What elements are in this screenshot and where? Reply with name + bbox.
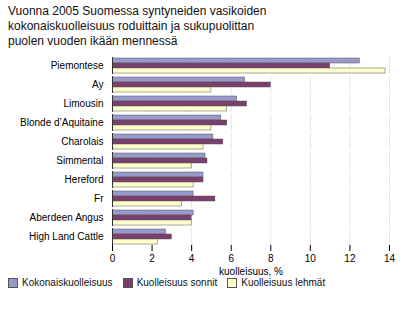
svg-text:6: 6 (228, 253, 234, 264)
svg-text:14: 14 (384, 253, 396, 264)
svg-text:Aberdeen Angus: Aberdeen Angus (30, 212, 104, 223)
svg-text:Hereford: Hereford (65, 174, 104, 185)
svg-text:0: 0 (110, 253, 116, 264)
html-text:Kuolleisuus lehmät: Kuolleisuus lehmät (241, 277, 326, 288)
svg-text:12: 12 (344, 253, 356, 264)
svg-text:kuolleisuus, %: kuolleisuus, % (219, 266, 283, 277)
svg-text:Simmental: Simmental (56, 155, 103, 166)
svg-text:Fr: Fr (94, 193, 104, 204)
svg-text:Charolais: Charolais (61, 136, 103, 147)
svg-text:Piemontese: Piemontese (51, 60, 104, 71)
svg-text:Limousin: Limousin (63, 98, 103, 109)
html-text:Kokonaiskuolleisuus: Kokonaiskuolleisuus (22, 277, 113, 288)
svg-text:Ay: Ay (92, 79, 104, 90)
svg-text:4: 4 (189, 253, 195, 264)
html-text:Vuonna 2005 Suomessa syntyneid: Vuonna 2005 Suomessa syntyneiden vasikoi… (8, 4, 267, 48)
svg-text:10: 10 (305, 253, 317, 264)
svg-text:High Land Cattle: High Land Cattle (29, 231, 104, 242)
svg-text:2: 2 (149, 253, 155, 264)
html-text:Kuolleisuus sonnit: Kuolleisuus sonnit (136, 277, 218, 288)
svg-text:Blonde d’Aquitaine: Blonde d’Aquitaine (20, 117, 104, 128)
svg-text:8: 8 (268, 253, 274, 264)
